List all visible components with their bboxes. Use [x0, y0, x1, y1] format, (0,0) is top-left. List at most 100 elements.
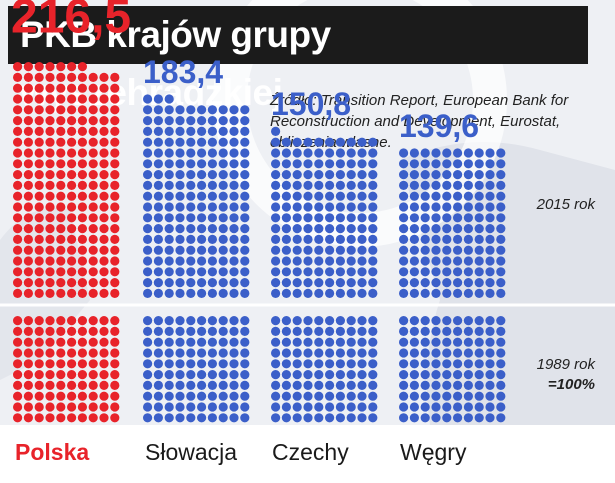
dot-1989-slowacja — [218, 380, 228, 390]
dot-2015-wegry — [474, 191, 484, 201]
dot-2015-polska — [67, 256, 77, 266]
dot-2015-slowacja — [164, 234, 174, 244]
dot-1989-czechy — [335, 370, 345, 380]
dot-2015-czechy — [303, 245, 313, 255]
dot-2015-slowacja — [240, 224, 250, 234]
dot-2015-slowacja — [164, 267, 174, 277]
dot-1989-czechy — [303, 391, 313, 401]
row-label-2015: 2015 rok — [536, 196, 595, 213]
dot-1989-wegry — [463, 370, 473, 380]
dot-2015-polska — [88, 278, 98, 288]
dot-1989-wegry — [485, 316, 495, 326]
dot-1989-polska — [67, 413, 77, 423]
dot-2015-wegry — [431, 170, 441, 180]
dot-1989-wegry — [431, 413, 441, 423]
dot-2015-wegry — [463, 224, 473, 234]
dot-1989-polska — [77, 391, 87, 401]
dot-2015-wegry — [474, 234, 484, 244]
dot-1989-wegry — [399, 337, 409, 347]
dot-2015-czechy — [346, 202, 356, 212]
dot-1989-polska — [88, 326, 98, 336]
dot-1989-slowacja — [207, 413, 217, 423]
dot-1989-czechy — [357, 402, 367, 412]
dot-2015-polska — [77, 148, 87, 158]
dot-2015-polska — [13, 267, 23, 277]
dot-1989-czechy — [314, 413, 324, 423]
dot-2015-polska — [56, 224, 66, 234]
dot-2015-wegry — [399, 148, 409, 158]
dot-2015-czechy — [271, 191, 281, 201]
dot-1989-slowacja — [164, 413, 174, 423]
dot-1989-polska — [13, 316, 23, 326]
dot-2015-wegry — [399, 170, 409, 180]
dot-1989-slowacja — [207, 380, 217, 390]
dot-2015-slowacja — [164, 191, 174, 201]
dot-1989-slowacja — [186, 370, 196, 380]
dot-2015-polska — [56, 159, 66, 169]
dot-2015-slowacja — [143, 267, 153, 277]
dot-2015-polska — [56, 256, 66, 266]
dot-1989-wegry — [409, 359, 419, 369]
dot-1989-polska — [45, 316, 55, 326]
dot-2015-czechy — [281, 234, 291, 244]
dot-2015-slowacja — [186, 159, 196, 169]
dot-2015-slowacja — [197, 116, 207, 126]
dot-1989-wegry — [442, 359, 452, 369]
dot-1989-czechy — [281, 316, 291, 326]
dot-1989-slowacja — [207, 326, 217, 336]
dot-2015-wegry — [485, 148, 495, 158]
dot-2015-polska — [34, 159, 44, 169]
dot-2015-slowacja — [229, 278, 239, 288]
dot-1989-slowacja — [229, 402, 239, 412]
dot-1989-slowacja — [197, 337, 207, 347]
dot-2015-slowacja — [153, 191, 163, 201]
dot-2015-wegry — [496, 159, 506, 169]
dot-2015-wegry — [453, 224, 463, 234]
dot-2015-wegry — [431, 256, 441, 266]
dot-2015-slowacja — [186, 105, 196, 115]
dot-1989-wegry — [474, 380, 484, 390]
dot-2015-polska — [110, 234, 120, 244]
dot-1989-wegry — [453, 337, 463, 347]
dot-1989-polska — [77, 413, 87, 423]
dot-2015-czechy — [281, 245, 291, 255]
dot-2015-slowacja — [153, 234, 163, 244]
dot-2015-wegry — [485, 159, 495, 169]
dot-1989-polska — [67, 370, 77, 380]
dot-2015-slowacja — [218, 137, 228, 147]
dot-1989-wegry — [431, 380, 441, 390]
dot-2015-slowacja — [240, 213, 250, 223]
dot-2015-polska — [88, 191, 98, 201]
dot-2015-slowacja — [175, 213, 185, 223]
dot-2015-czechy — [357, 278, 367, 288]
dot-1989-wegry — [463, 348, 473, 358]
dot-2015-slowacja — [240, 278, 250, 288]
dot-2015-slowacja — [197, 256, 207, 266]
dot-1989-slowacja — [218, 337, 228, 347]
dot-2015-polska — [88, 148, 98, 158]
dot-2015-slowacja — [186, 148, 196, 158]
dot-2015-czechy — [335, 191, 345, 201]
dot-2015-slowacja — [164, 224, 174, 234]
dot-1989-czechy — [368, 359, 378, 369]
dot-1989-polska — [110, 380, 120, 390]
dot-2015-polska — [110, 105, 120, 115]
dot-1989-wegry — [420, 402, 430, 412]
dot-2015-slowacja — [207, 245, 217, 255]
dot-2015-slowacja — [197, 126, 207, 136]
dot-2015-czechy — [271, 148, 281, 158]
dot-1989-slowacja — [153, 402, 163, 412]
dot-1989-polska — [56, 348, 66, 358]
dot-2015-slowacja — [197, 137, 207, 147]
dot-1989-wegry — [399, 402, 409, 412]
dot-1989-wegry — [442, 316, 452, 326]
dot-1989-slowacja — [143, 391, 153, 401]
dot-2015-polska — [23, 159, 33, 169]
dot-1989-czechy — [325, 370, 335, 380]
dot-1989-polska — [67, 337, 77, 347]
dot-2015-polska — [34, 256, 44, 266]
dot-2015-czechy — [292, 213, 302, 223]
dot-2015-polska — [56, 202, 66, 212]
dot-2015-slowacja — [218, 170, 228, 180]
dot-2015-wegry — [485, 191, 495, 201]
